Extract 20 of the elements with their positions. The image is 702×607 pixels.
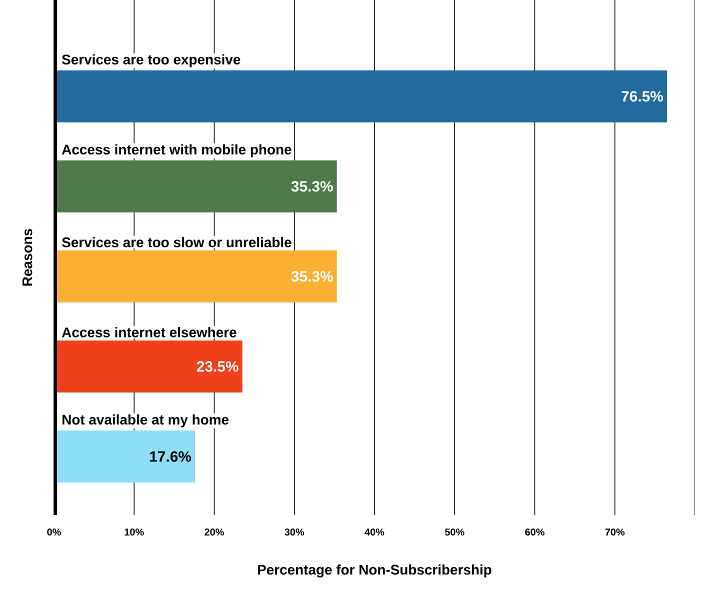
x-tick-label: 60% (525, 528, 544, 536)
data-label: 23.5% (196, 361, 238, 372)
x-tick-label: 30% (284, 528, 304, 536)
data-label: 17.6% (150, 451, 192, 462)
y-tick-label: Access internet elsewhere (62, 327, 236, 338)
x-tick-label: 0% (47, 528, 61, 536)
data-label: 35.3% (291, 271, 333, 282)
x-axis-title: Percentage for Non-Subscribership (258, 564, 492, 578)
y-tick-label: Not available at my home (62, 414, 229, 428)
y-tick-label: Services are too slow or unreliable (62, 237, 292, 248)
x-tick-label: 50% (444, 528, 464, 536)
x-tick-label: 40% (364, 528, 384, 536)
x-tick-label: 20% (204, 528, 224, 536)
data-label: 76.5% (622, 91, 664, 102)
y-tick-label: Access internet with mobile phone (62, 144, 292, 158)
x-tick-label: 10% (124, 528, 144, 536)
x-tick-label: 70% (605, 528, 625, 536)
y-tick-label: Services are too expensive (62, 54, 240, 68)
data-label: 35.3% (291, 181, 333, 192)
y-axis-title: Reasons (22, 229, 32, 286)
